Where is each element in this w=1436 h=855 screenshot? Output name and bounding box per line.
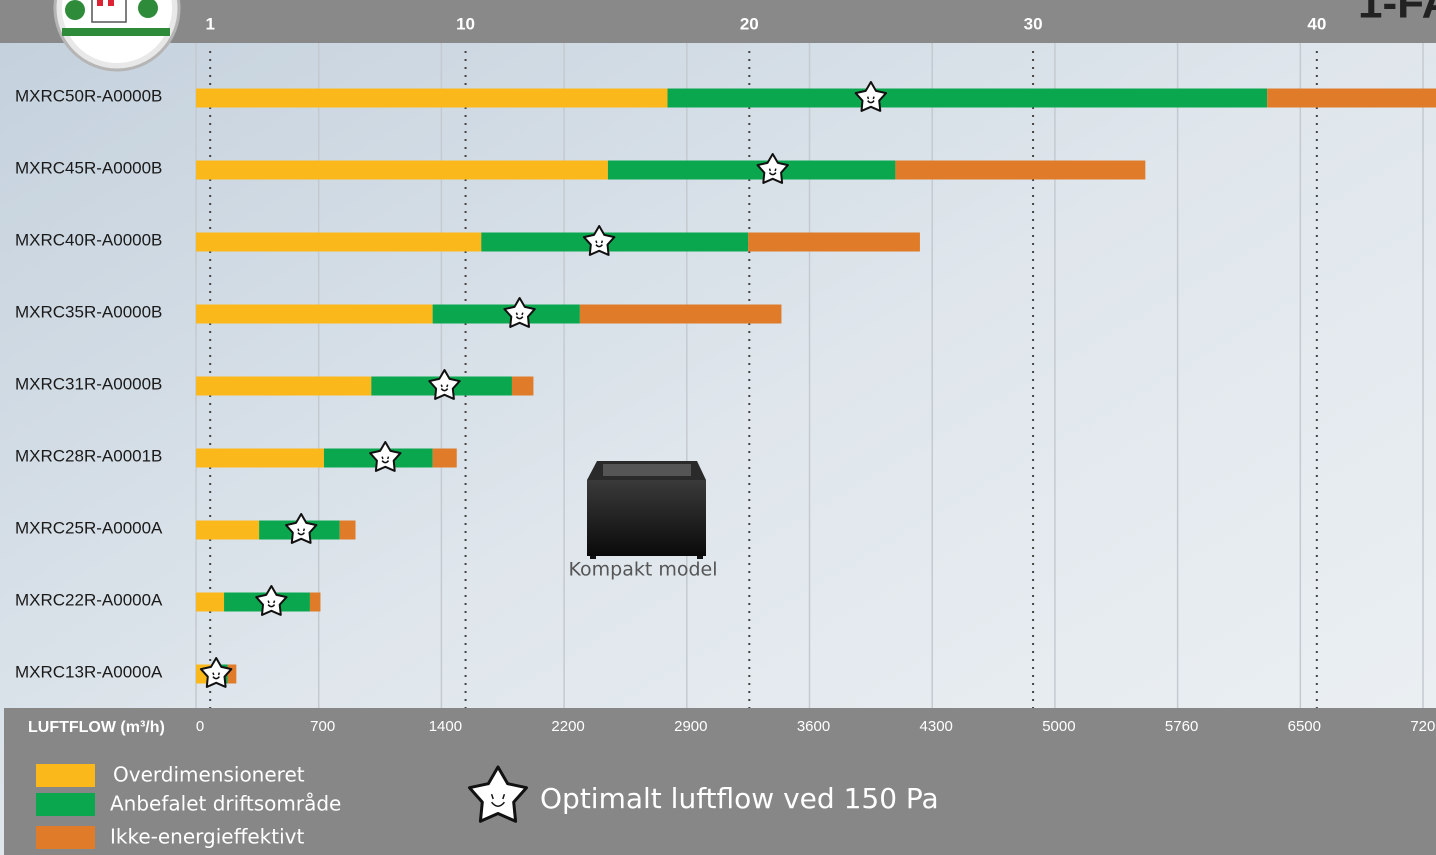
category-label: MXRC35R-A0000B — [15, 302, 162, 321]
bar-segment — [580, 305, 782, 324]
x2-tick-label: 1 — [205, 14, 214, 33]
top-band — [0, 0, 1436, 43]
category-label: MXRC28R-A0001B — [15, 446, 162, 465]
x-tick-label: 700 — [310, 718, 335, 735]
legend-label: Optimalt luftflow ved 150 Pa — [540, 782, 939, 815]
bar-segment — [196, 521, 259, 540]
x2-tick-label: 20 — [740, 14, 759, 33]
x-tick-label: 2200 — [551, 718, 584, 735]
x-tick-label: 3600 — [797, 718, 830, 735]
bar-segment — [668, 89, 1268, 108]
bar-segment — [512, 377, 533, 396]
bar-segment — [196, 233, 481, 252]
category-label: MXRC50R-A0000B — [15, 86, 162, 105]
x2-tick-label: 10 — [456, 14, 475, 33]
product-image — [587, 461, 706, 559]
bar-segment — [608, 161, 895, 180]
bar-segment — [196, 161, 608, 180]
category-label: MXRC25R-A0000A — [15, 518, 163, 537]
x-axis-label: LUFTFLOW (m³/h) — [28, 719, 165, 736]
legend-label: Anbefalet driftsområde — [110, 792, 341, 816]
x-tick-label: 1400 — [429, 718, 462, 735]
bar-segment — [340, 521, 356, 540]
x2-tick-label: 40 — [1307, 14, 1326, 33]
bar-segment — [310, 593, 321, 612]
bar-segment — [196, 89, 668, 108]
bar-segment — [196, 305, 433, 324]
legend-label: Overdimensioneret — [113, 763, 305, 787]
page: 1-FA Kompakt model LUFTFLOW (m³/h) Overd… — [0, 0, 1436, 855]
x2-tick-label: 30 — [1024, 14, 1043, 33]
x-tick-label: 5760 — [1165, 718, 1198, 735]
x-tick-label: 5000 — [1042, 718, 1075, 735]
bar-segment — [895, 161, 1145, 180]
x-tick-label: 7200 — [1410, 718, 1436, 735]
bar-segment — [228, 665, 237, 684]
x-tick-label: 4300 — [920, 718, 953, 735]
legend-swatch — [36, 826, 95, 849]
category-label: MXRC22R-A0000A — [15, 590, 163, 609]
bar-segment — [196, 449, 324, 468]
bar-segment — [196, 377, 371, 396]
legend-swatch — [36, 764, 95, 787]
bar-segment — [481, 233, 748, 252]
bar-segment — [1267, 89, 1436, 108]
bar-segment — [433, 305, 580, 324]
x-tick-label: 6500 — [1288, 718, 1321, 735]
annotation: Kompakt model — [568, 559, 717, 581]
category-label: MXRC31R-A0000B — [15, 374, 162, 393]
bar-segment — [748, 233, 920, 252]
corner-heading: 1-FA — [1358, 0, 1436, 28]
category-label: MXRC40R-A0000B — [15, 230, 162, 249]
x-tick-label: 2900 — [674, 718, 707, 735]
legend-swatch — [36, 793, 95, 816]
chart: 1-FA Kompakt model LUFTFLOW (m³/h) Overd… — [0, 0, 1436, 855]
category-label: MXRC45R-A0000B — [15, 158, 162, 177]
x-tick-label: 0 — [196, 718, 204, 735]
bar-segment — [196, 593, 224, 612]
bar-segment — [433, 449, 457, 468]
legend-label: Ikke-energieffektivt — [110, 825, 304, 849]
category-label: MXRC13R-A0000A — [15, 662, 163, 681]
